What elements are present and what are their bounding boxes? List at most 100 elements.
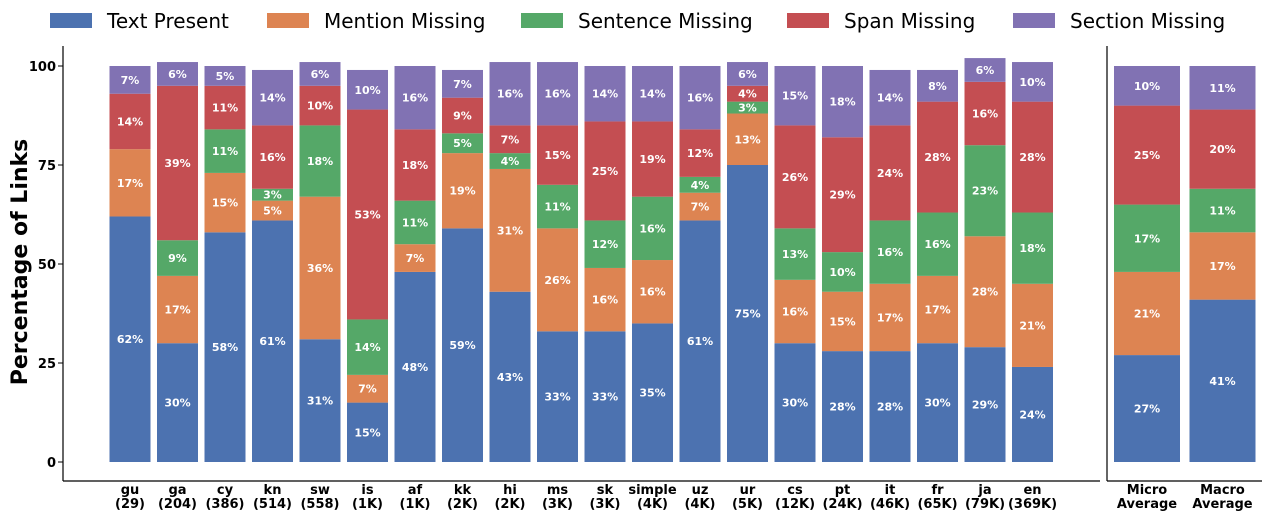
- x-tick-sublabel: (514): [253, 497, 292, 512]
- x-tick-label: cy: [217, 483, 234, 498]
- x-tick-sublabel: (24K): [822, 497, 862, 512]
- legend-label: Mention Missing: [324, 9, 485, 33]
- bar-segment-mention-missing: [109, 149, 151, 217]
- bar-segment-sentence-missing: [632, 196, 673, 261]
- x-tick-label: cs: [787, 483, 803, 498]
- bar-segment-section-missing: [394, 66, 436, 130]
- bar-fr: 30% 17% 16% 28% 8%: [917, 69, 958, 462]
- bar-it: 28% 17% 16% 24% 14%: [869, 69, 911, 462]
- legend-item-section-missing: Section Missing: [1013, 9, 1225, 33]
- data-label: 17%: [117, 177, 143, 190]
- x-tick-label: uz: [692, 483, 709, 498]
- bar-segment-section-missing: [632, 66, 673, 122]
- bar-segment-text-present: [299, 339, 341, 462]
- bar-segment-section-missing: [679, 66, 721, 130]
- data-label: 11%: [544, 201, 570, 214]
- bar-segment-sentence-missing: [347, 319, 388, 375]
- x-tick-label: ur: [740, 483, 756, 498]
- legend: Text Present Mention Missing Sentence Miss…: [50, 9, 1225, 33]
- bar-segment-span-missing: [109, 93, 151, 150]
- bar-segment-section-missing: [1189, 66, 1256, 110]
- bar-segment-span-missing: [679, 129, 721, 177]
- data-label: 53%: [354, 209, 380, 222]
- bar-segment-section-missing: [822, 66, 863, 138]
- bar-segment-mention-missing: [774, 279, 816, 344]
- y-tick-label: 100: [29, 60, 56, 75]
- bar-segment-sentence-missing: [964, 145, 1006, 237]
- bar-segment-sentence-missing: [584, 220, 626, 268]
- data-label: 30%: [782, 397, 808, 410]
- bar-sk: 33% 16% 12% 25% 14%: [584, 66, 626, 462]
- data-label: 26%: [782, 171, 808, 184]
- bar-segment-text-present: [774, 343, 816, 462]
- data-label: 26%: [544, 274, 570, 287]
- data-label: 33%: [592, 391, 618, 404]
- bar-segment-sentence-missing: [822, 252, 863, 292]
- data-label: 27%: [1134, 403, 1160, 416]
- bar-segment-sentence-missing: [869, 220, 911, 284]
- x-tick-sublabel: Average: [1117, 497, 1177, 512]
- legend-label: Sentence Missing: [578, 9, 753, 33]
- data-label: 14%: [877, 92, 903, 105]
- data-label: 62%: [117, 333, 143, 346]
- bar-cs: 30% 16% 13% 26% 15%: [774, 66, 816, 462]
- legend-item-sentence-missing: Sentence Missing: [521, 9, 753, 33]
- x-tick-sublabel: (12K): [775, 497, 815, 512]
- bar-segment-mention-missing: [964, 236, 1006, 348]
- data-label: 17%: [924, 304, 950, 317]
- bar-segment-span-missing: [774, 125, 816, 229]
- x-tick-label: Macro: [1200, 483, 1245, 498]
- data-label: 7%: [406, 252, 425, 265]
- bar-segment-text-present: [727, 165, 768, 462]
- data-label: 58%: [212, 341, 238, 354]
- legend-label: Span Missing: [844, 9, 975, 33]
- bar-segment-text-present: [584, 331, 626, 462]
- x-tick-label: Micro: [1127, 483, 1168, 498]
- bar-segment-mention-missing: [299, 196, 341, 340]
- bar-segment-text-present: [537, 331, 578, 462]
- bar-segment-span-missing: [584, 121, 626, 221]
- bar-segment-sentence-missing: [1189, 188, 1256, 233]
- bar-segment-sentence-missing: [204, 129, 246, 173]
- data-label: 16%: [782, 306, 808, 319]
- bar-segment-mention-missing: [822, 291, 863, 352]
- data-label: 20%: [1209, 143, 1235, 156]
- bar-segment-mention-missing: [1189, 232, 1256, 300]
- bar-segment-sentence-missing: [299, 125, 341, 197]
- data-label: 18%: [307, 155, 333, 168]
- bar-segment-text-present: [204, 232, 246, 462]
- x-axis-labels: gu(29)ga(204)cy(386)kn(514)sw(558)is(1K)…: [115, 483, 1253, 512]
- data-label: 14%: [592, 88, 618, 101]
- legend-swatch: [521, 13, 563, 28]
- bar-segment-span-missing: [299, 85, 341, 126]
- data-label: 15%: [212, 197, 238, 210]
- data-label: 24%: [1019, 408, 1045, 421]
- data-label: 28%: [924, 151, 950, 164]
- bar-segment-text-present: [679, 220, 721, 462]
- bar-segment-text-present: [157, 343, 198, 462]
- x-tick-sublabel: (29): [115, 497, 145, 512]
- bar-simple: 35% 16% 16% 19% 14%: [632, 66, 673, 462]
- x-tick-sublabel: (3K): [589, 497, 620, 512]
- data-label: 36%: [307, 262, 333, 275]
- x-tick-sublabel: (2K): [494, 497, 525, 512]
- bar-segment-span-missing: [1114, 105, 1180, 205]
- data-label: 3%: [738, 102, 757, 115]
- bar-uz: 61% 7% 4% 12% 16%: [679, 66, 721, 462]
- data-label: 17%: [877, 311, 903, 324]
- bar-segment-sentence-missing: [252, 188, 293, 201]
- data-label: 39%: [164, 157, 190, 170]
- x-tick-label: fr: [931, 483, 944, 498]
- data-label: 16%: [639, 222, 665, 235]
- data-label: 16%: [402, 92, 428, 105]
- bar-segment-span-missing: [727, 85, 768, 102]
- x-tick-sublabel: (5K): [732, 497, 763, 512]
- data-label: 10%: [829, 266, 855, 279]
- data-label: 4%: [691, 179, 710, 192]
- data-label: 17%: [1209, 260, 1235, 273]
- bar-segment-section-missing: [204, 66, 246, 86]
- bar-segment-span-missing: [822, 137, 863, 253]
- data-label: 6%: [976, 64, 995, 77]
- bar-segment-text-present: [869, 351, 911, 462]
- bar-segment-mention-missing: [679, 192, 721, 221]
